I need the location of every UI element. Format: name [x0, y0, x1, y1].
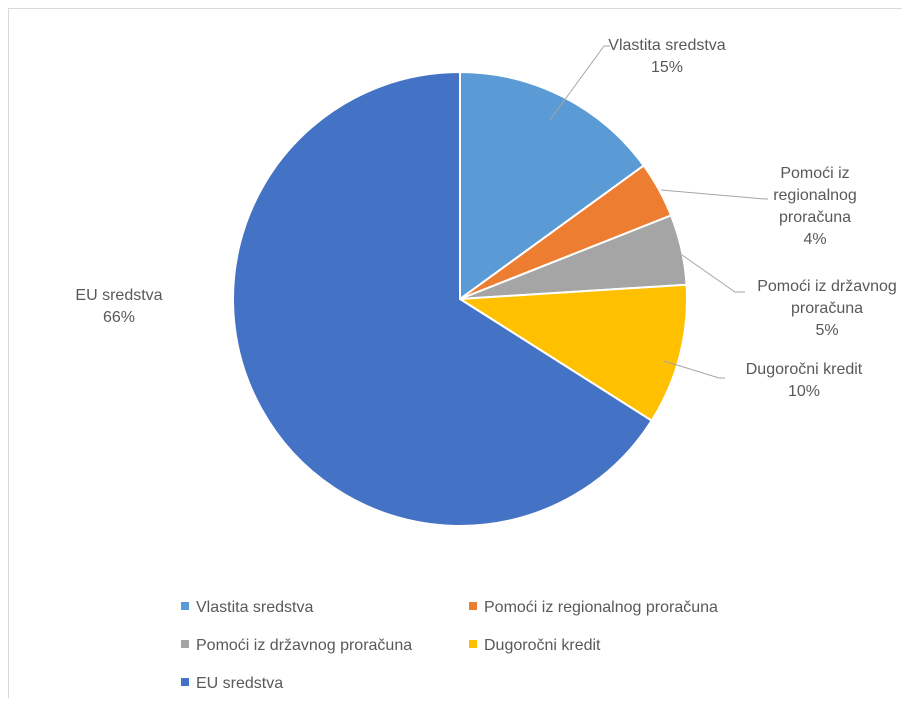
legend-swatch-pomoci-iz-regionalnog-proracuna	[469, 602, 477, 610]
data-label-dugorocni-kredit: Dugoročni kredit 10%	[746, 361, 863, 400]
legend-label-pomoci-iz-drzavnog-proracuna: Pomoći iz državnog proračuna	[196, 637, 412, 654]
leader-line-pomoci-iz-drzavnog-proracuna	[681, 254, 745, 293]
pie-slice-vlastita-sredstva	[459, 70, 646, 301]
legend: Vlastita sredstva Pomoći iz regionalnog p…	[181, 599, 718, 692]
legend-item-pomoci-iz-drzavnog-proracuna: Pomoći iz državnog proračuna	[181, 637, 412, 654]
data-label-vlastita-sredstva: Vlastita sredstva 15%	[608, 37, 725, 76]
pie-slices	[232, 70, 688, 527]
data-label-eu-sredstva: EU sredstva 66%	[75, 287, 162, 326]
legend-item-dugorocni-kredit: Dugoročni kredit	[469, 637, 601, 654]
legend-item-eu-sredstva: EU sredstva	[181, 675, 283, 692]
data-label-pomoci-iz-regionalnog-proracuna: Pomoći iz regionalnog proračuna 4%	[773, 165, 857, 248]
leader-lines	[549, 45, 768, 379]
legend-label-vlastita-sredstva: Vlastita sredstva	[196, 599, 313, 616]
legend-swatch-vlastita-sredstva	[181, 602, 189, 610]
leader-line-pomoci-iz-regionalnog-proracuna	[660, 189, 768, 200]
chart-frame	[8, 8, 902, 698]
pie-slice-eu-sredstva	[232, 70, 654, 527]
legend-item-vlastita-sredstva: Vlastita sredstva	[181, 599, 313, 616]
leader-line-dugorocni-kredit	[663, 360, 725, 379]
legend-item-pomoci-iz-regionalnog-proracuna: Pomoći iz regionalnog proračuna	[469, 599, 718, 616]
legend-swatch-dugorocni-kredit	[469, 640, 477, 648]
pie-slice-dugorocni-kredit	[456, 283, 688, 423]
legend-swatch-pomoci-iz-drzavnog-proracuna	[181, 640, 189, 648]
data-label-pomoci-iz-drzavnog-proracuna: Pomoći iz državnog proračuna 5%	[757, 278, 897, 339]
legend-label-eu-sredstva: EU sredstva	[196, 675, 283, 692]
leader-line-vlastita-sredstva	[549, 45, 610, 121]
data-labels: Vlastita sredstva 15% Pomoći iz regionalnog…	[75, 37, 896, 400]
legend-swatch-eu-sredstva	[181, 678, 189, 686]
legend-label-pomoci-iz-regionalnog-proracuna: Pomoći iz regionalnog proračuna	[484, 599, 718, 616]
legend-label-dugorocni-kredit: Dugoročni kredit	[484, 637, 601, 654]
